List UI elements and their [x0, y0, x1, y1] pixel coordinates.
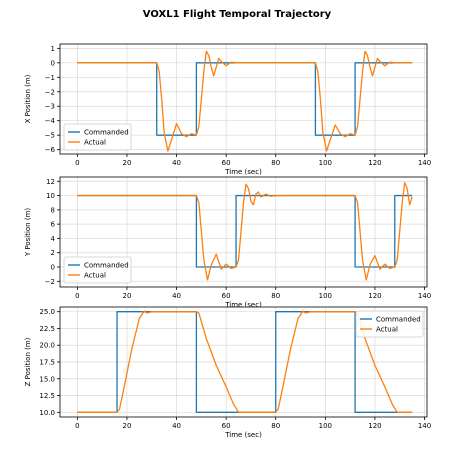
x-tick-label: 0	[75, 159, 79, 167]
subplot-3: 0 20 40 60 80 100 120 140 10.0 12.5 15.0 17.5 20.0 22…	[24, 306, 431, 439]
legend-box	[63, 123, 132, 151]
series-line-actual	[77, 310, 413, 413]
legend-label-commanded: Commanded	[84, 262, 129, 270]
x-tick-label: 0	[75, 292, 79, 300]
y-tick-label: −1	[45, 74, 55, 82]
y-tick-label: 2	[51, 249, 55, 257]
x-tick-label: 140	[418, 292, 431, 300]
x-tick-label: 0	[75, 422, 79, 430]
series-line-actual	[77, 182, 413, 281]
y-tick-label: 0	[51, 59, 55, 67]
x-tick-label: 40	[172, 159, 181, 167]
x-tick-label: 60	[222, 422, 231, 430]
y-tick-label: 17.5	[39, 359, 55, 367]
x-tick-label: 80	[271, 422, 280, 430]
y-tick-label: −2	[45, 278, 55, 286]
y-tick-label: 15.0	[39, 375, 55, 383]
legend: Commanded Actual	[63, 256, 132, 284]
y-axis-label: Y Position (m)	[24, 208, 32, 258]
x-tick-label: 120	[368, 422, 381, 430]
y-tick-label: −2	[45, 88, 55, 96]
y-tick-label: −6	[45, 146, 56, 154]
series-line-actual	[77, 50, 413, 152]
x-tick-label: 60	[222, 159, 231, 167]
x-tick-label: 120	[368, 159, 381, 167]
x-tick-label: 40	[172, 292, 181, 300]
subplot-1: 0 20 40 60 80 100 120 140 −6 −5 −4 −3 −2 −1 0 1 Time (se…	[24, 43, 431, 176]
x-tick-label: 20	[122, 292, 131, 300]
legend-box	[63, 256, 132, 284]
series-line-commanded	[77, 311, 413, 413]
x-axis-label: Time (sec)	[224, 168, 262, 176]
plot-frame	[59, 43, 428, 155]
x-tick-label: 120	[368, 292, 381, 300]
y-tick-label: 6	[51, 221, 56, 229]
legend-box	[355, 310, 424, 338]
x-axis-label: Time (sec)	[224, 301, 262, 309]
legend-label-actual: Actual	[84, 272, 106, 280]
legend-label-commanded: Commanded	[376, 316, 421, 324]
figure-title: VOXL1 Flight Temporal Trajectory	[143, 9, 332, 20]
legend-label-actual: Actual	[376, 326, 398, 334]
legend-label-actual: Actual	[84, 139, 106, 147]
legend: Commanded Actual	[355, 310, 424, 338]
y-tick-label: −4	[45, 117, 56, 125]
x-tick-label: 20	[122, 422, 131, 430]
y-tick-label: 10	[46, 192, 55, 200]
y-tick-label: −3	[45, 103, 55, 111]
y-tick-label: 4	[51, 235, 56, 243]
x-tick-label: 140	[418, 422, 431, 430]
x-tick-label: 20	[122, 159, 131, 167]
y-tick-label: 20.0	[39, 342, 55, 350]
x-tick-label: 100	[319, 292, 332, 300]
y-tick-label: 8	[51, 206, 55, 214]
y-tick-label: 0	[51, 264, 55, 272]
x-tick-label: 40	[172, 422, 181, 430]
x-tick-label: 140	[418, 159, 431, 167]
y-tick-label: 12	[46, 178, 55, 186]
y-tick-label: −5	[45, 132, 55, 140]
x-tick-label: 80	[271, 292, 280, 300]
x-tick-label: 60	[222, 292, 231, 300]
x-tick-label: 100	[319, 159, 332, 167]
y-tick-label: 1	[51, 45, 55, 53]
y-tick-label: 22.5	[39, 325, 55, 333]
y-tick-label: 10.0	[39, 409, 55, 417]
y-axis-label: Z Position (m)	[24, 337, 32, 386]
x-tick-label: 80	[271, 159, 280, 167]
plot-frame	[59, 176, 428, 288]
y-tick-label: 12.5	[39, 392, 55, 400]
legend-label-commanded: Commanded	[84, 129, 129, 137]
y-axis-label: X Position (m)	[24, 74, 32, 123]
x-tick-label: 100	[319, 422, 332, 430]
y-tick-label: 25.0	[39, 308, 55, 316]
x-axis-label: Time (sec)	[224, 431, 262, 439]
legend: Commanded Actual	[63, 123, 132, 151]
subplot-2: 0 20 40 60 80 100 120 140 −2 0 2 4 6 8 10 12 Time (sec) Y…	[24, 176, 431, 309]
